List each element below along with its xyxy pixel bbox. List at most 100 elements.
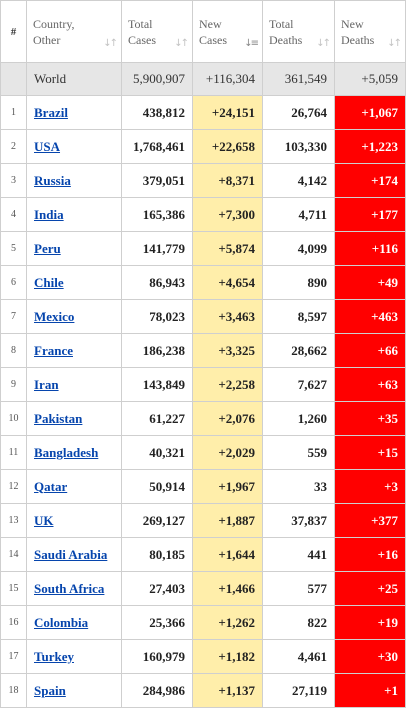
country-link[interactable]: Turkey bbox=[34, 648, 74, 664]
col-header-new-cases-label: New Cases bbox=[199, 16, 227, 47]
new-cases-cell: +5,874 bbox=[192, 231, 263, 266]
col-header-new-deaths-label: New Deaths bbox=[341, 16, 375, 47]
total-deaths-cell: 1,260 bbox=[262, 401, 335, 436]
country-cell: Peru bbox=[26, 231, 122, 266]
table-row: 15 South Africa 27,403 +1,466 577 +25 bbox=[0, 571, 406, 606]
col-header-total-cases-label: Total Cases bbox=[128, 16, 156, 47]
world-rank-cell bbox=[0, 62, 27, 96]
new-cases-cell: +3,325 bbox=[192, 333, 263, 368]
col-header-country[interactable]: Country, Other ↓↑ bbox=[26, 0, 122, 63]
total-cases-cell: 438,812 bbox=[121, 95, 193, 130]
sort-arrows-icon[interactable]: ↓↑ bbox=[103, 38, 118, 49]
total-deaths-cell: 4,099 bbox=[262, 231, 335, 266]
country-link[interactable]: India bbox=[34, 206, 64, 222]
new-cases-cell: +1,182 bbox=[192, 639, 263, 674]
rank-cell: 17 bbox=[0, 639, 27, 674]
country-link[interactable]: Russia bbox=[34, 172, 71, 188]
country-link[interactable]: Mexico bbox=[34, 308, 75, 324]
total-deaths-cell: 441 bbox=[262, 537, 335, 572]
country-link[interactable]: Brazil bbox=[34, 104, 68, 120]
total-cases-cell: 186,238 bbox=[121, 333, 193, 368]
country-cell: India bbox=[26, 197, 122, 232]
rank-cell: 4 bbox=[0, 197, 27, 232]
sort-arrows-icon[interactable]: ↓↑ bbox=[387, 38, 402, 49]
rank-cell: 2 bbox=[0, 129, 27, 164]
country-cell: Qatar bbox=[26, 469, 122, 504]
country-link[interactable]: South Africa bbox=[34, 580, 105, 596]
new-deaths-cell: +19 bbox=[334, 605, 406, 640]
col-header-new-cases[interactable]: New Cases ↓≡ bbox=[192, 0, 263, 63]
world-total-cases-cell: 5,900,907 bbox=[121, 62, 193, 96]
total-deaths-cell: 103,330 bbox=[262, 129, 335, 164]
country-link[interactable]: Iran bbox=[34, 376, 59, 392]
table-row: 7 Mexico 78,023 +3,463 8,597 +463 bbox=[0, 299, 406, 334]
table-row: 14 Saudi Arabia 80,185 +1,644 441 +16 bbox=[0, 537, 406, 572]
country-link[interactable]: Colombia bbox=[34, 614, 89, 630]
col-header-rank: # bbox=[0, 0, 27, 63]
new-deaths-cell: +177 bbox=[334, 197, 406, 232]
total-cases-cell: 61,227 bbox=[121, 401, 193, 436]
total-deaths-cell: 890 bbox=[262, 265, 335, 300]
new-deaths-cell: +25 bbox=[334, 571, 406, 606]
table-row: 16 Colombia 25,366 +1,262 822 +19 bbox=[0, 605, 406, 640]
country-cell: Pakistan bbox=[26, 401, 122, 436]
rank-cell: 7 bbox=[0, 299, 27, 334]
total-cases-cell: 284,986 bbox=[121, 673, 193, 708]
rank-cell: 6 bbox=[0, 265, 27, 300]
world-total-row: World 5,900,907 +116,304 361,549 +5,059 bbox=[0, 62, 406, 96]
col-header-rank-label: # bbox=[10, 25, 17, 38]
rank-cell: 18 bbox=[0, 673, 27, 708]
new-cases-cell: +24,151 bbox=[192, 95, 263, 130]
country-link[interactable]: Spain bbox=[34, 682, 66, 698]
total-deaths-cell: 33 bbox=[262, 469, 335, 504]
total-cases-cell: 165,386 bbox=[121, 197, 193, 232]
total-cases-cell: 143,849 bbox=[121, 367, 193, 402]
country-cell: Chile bbox=[26, 265, 122, 300]
col-header-new-deaths[interactable]: New Deaths ↓↑ bbox=[334, 0, 406, 63]
table-row: 6 Chile 86,943 +4,654 890 +49 bbox=[0, 265, 406, 300]
sort-arrows-icon[interactable]: ↓↑ bbox=[174, 38, 189, 49]
country-link[interactable]: Pakistan bbox=[34, 410, 83, 426]
new-deaths-cell: +1 bbox=[334, 673, 406, 708]
new-deaths-cell: +63 bbox=[334, 367, 406, 402]
country-link[interactable]: France bbox=[34, 342, 73, 358]
country-link[interactable]: USA bbox=[34, 138, 61, 154]
new-cases-cell: +1,262 bbox=[192, 605, 263, 640]
total-deaths-cell: 26,764 bbox=[262, 95, 335, 130]
total-deaths-cell: 28,662 bbox=[262, 333, 335, 368]
country-link[interactable]: Saudi Arabia bbox=[34, 546, 108, 562]
table-row: 2 USA 1,768,461 +22,658 103,330 +1,223 bbox=[0, 129, 406, 164]
total-deaths-cell: 4,142 bbox=[262, 163, 335, 198]
rank-cell: 5 bbox=[0, 231, 27, 266]
total-deaths-cell: 577 bbox=[262, 571, 335, 606]
new-cases-cell: +2,076 bbox=[192, 401, 263, 436]
total-deaths-cell: 4,461 bbox=[262, 639, 335, 674]
new-deaths-cell: +30 bbox=[334, 639, 406, 674]
country-link[interactable]: Peru bbox=[34, 240, 61, 256]
table-row: 5 Peru 141,779 +5,874 4,099 +116 bbox=[0, 231, 406, 266]
country-link[interactable]: Chile bbox=[34, 274, 64, 290]
total-cases-cell: 50,914 bbox=[121, 469, 193, 504]
new-deaths-cell: +35 bbox=[334, 401, 406, 436]
new-cases-cell: +2,029 bbox=[192, 435, 263, 470]
col-header-total-deaths[interactable]: Total Deaths ↓↑ bbox=[262, 0, 335, 63]
country-link[interactable]: Bangladesh bbox=[34, 444, 99, 460]
rank-cell: 8 bbox=[0, 333, 27, 368]
country-link[interactable]: UK bbox=[34, 512, 54, 528]
col-header-total-cases[interactable]: Total Cases ↓↑ bbox=[121, 0, 193, 63]
sort-arrows-icon[interactable]: ↓↑ bbox=[316, 38, 331, 49]
sort-desc-icon[interactable]: ↓≡ bbox=[244, 38, 259, 49]
new-deaths-cell: +1,223 bbox=[334, 129, 406, 164]
table-row: 3 Russia 379,051 +8,371 4,142 +174 bbox=[0, 163, 406, 198]
new-deaths-cell: +174 bbox=[334, 163, 406, 198]
total-cases-cell: 78,023 bbox=[121, 299, 193, 334]
total-deaths-cell: 37,837 bbox=[262, 503, 335, 538]
total-deaths-cell: 822 bbox=[262, 605, 335, 640]
total-cases-cell: 1,768,461 bbox=[121, 129, 193, 164]
rank-cell: 3 bbox=[0, 163, 27, 198]
rank-cell: 14 bbox=[0, 537, 27, 572]
rank-cell: 11 bbox=[0, 435, 27, 470]
col-header-country-label: Country, Other bbox=[33, 16, 75, 47]
total-cases-cell: 141,779 bbox=[121, 231, 193, 266]
country-link[interactable]: Qatar bbox=[34, 478, 68, 494]
